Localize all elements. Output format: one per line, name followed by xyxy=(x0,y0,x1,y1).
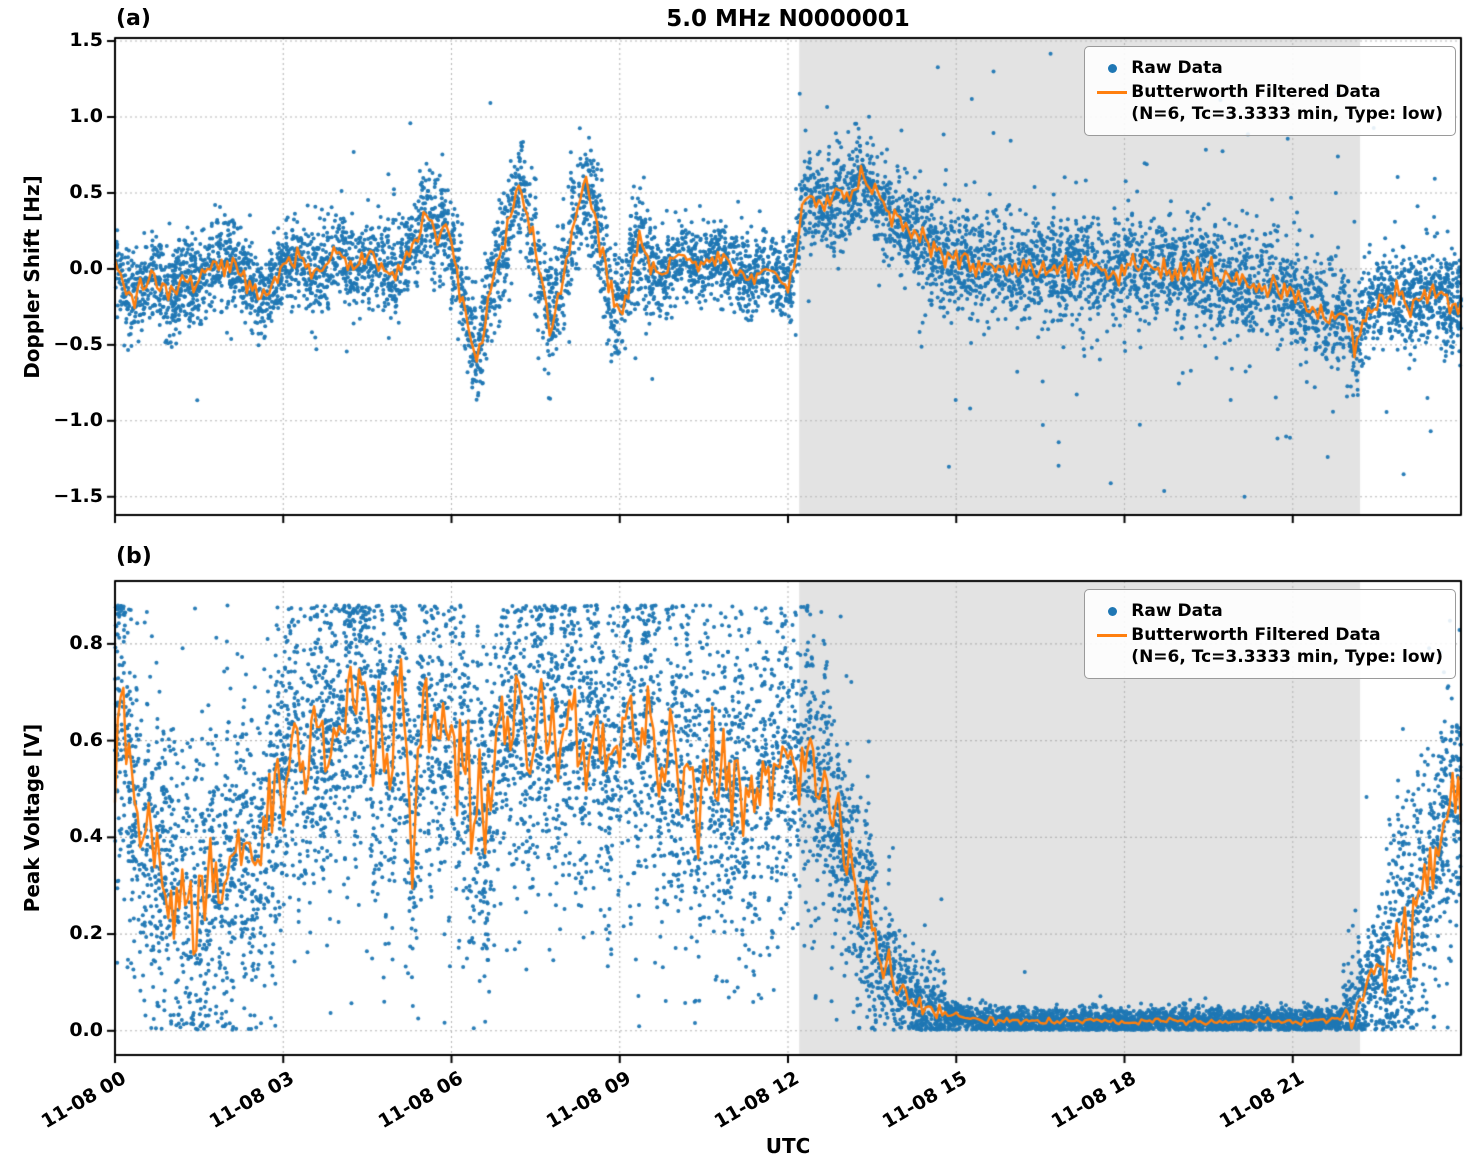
legend-raw-label: Raw Data xyxy=(1131,58,1223,78)
x-axis-label: UTC xyxy=(765,1134,811,1158)
legend-filtered-item: Butterworth Filtered Data (N=6, Tc=3.333… xyxy=(1093,81,1443,125)
legend-raw-item: Raw Data xyxy=(1093,57,1443,79)
y-tick-label: 0.2 xyxy=(69,922,103,945)
raw-data-marker xyxy=(1093,57,1131,79)
y-tick-label: 0.0 xyxy=(69,256,103,279)
y-tick-label: 0.4 xyxy=(69,825,103,848)
legend-filtered-item: Butterworth Filtered Data (N=6, Tc=3.333… xyxy=(1093,624,1443,668)
y-tick-label: 0.8 xyxy=(69,631,103,654)
panel-b-tag: (b) xyxy=(116,544,152,569)
filtered-data-marker xyxy=(1093,81,1131,103)
legend-b: Raw Data Butterworth Filtered Data (N=6,… xyxy=(1084,589,1456,680)
legend-raw-label: Raw Data xyxy=(1131,601,1223,621)
legend-a: Raw Data Butterworth Filtered Data (N=6,… xyxy=(1084,46,1456,137)
legend-filtered-label: Butterworth Filtered Data (N=6, Tc=3.333… xyxy=(1131,624,1443,668)
y-tick-label: 0.5 xyxy=(69,180,103,203)
panel-a-tag: (a) xyxy=(116,6,151,31)
y-tick-label: −0.5 xyxy=(53,332,103,355)
y-tick-label: −1.0 xyxy=(53,408,103,431)
legend-raw-item: Raw Data xyxy=(1093,600,1443,622)
legend-filtered-line2: (N=6, Tc=3.3333 min, Type: low) xyxy=(1131,104,1443,125)
y-axis-label-a: Doppler Shift [Hz] xyxy=(20,175,44,379)
y-tick-label: 0.0 xyxy=(69,1018,103,1041)
legend-filtered-label: Butterworth Filtered Data (N=6, Tc=3.333… xyxy=(1131,81,1443,125)
legend-filtered-line2: (N=6, Tc=3.3333 min, Type: low) xyxy=(1131,647,1443,668)
y-tick-label: 1.5 xyxy=(69,29,103,52)
legend-filtered-line1: Butterworth Filtered Data xyxy=(1131,82,1381,103)
filtered-data-marker xyxy=(1093,624,1131,646)
y-tick-label: −1.5 xyxy=(53,484,103,507)
raw-data-marker xyxy=(1093,600,1131,622)
legend-filtered-line1: Butterworth Filtered Data xyxy=(1131,625,1381,646)
y-axis-label-b: Peak Voltage [V] xyxy=(20,723,44,913)
y-tick-label: 0.6 xyxy=(69,728,103,751)
y-tick-label: 1.0 xyxy=(69,104,103,127)
plot-title: 5.0 MHz N0000001 xyxy=(666,6,910,32)
